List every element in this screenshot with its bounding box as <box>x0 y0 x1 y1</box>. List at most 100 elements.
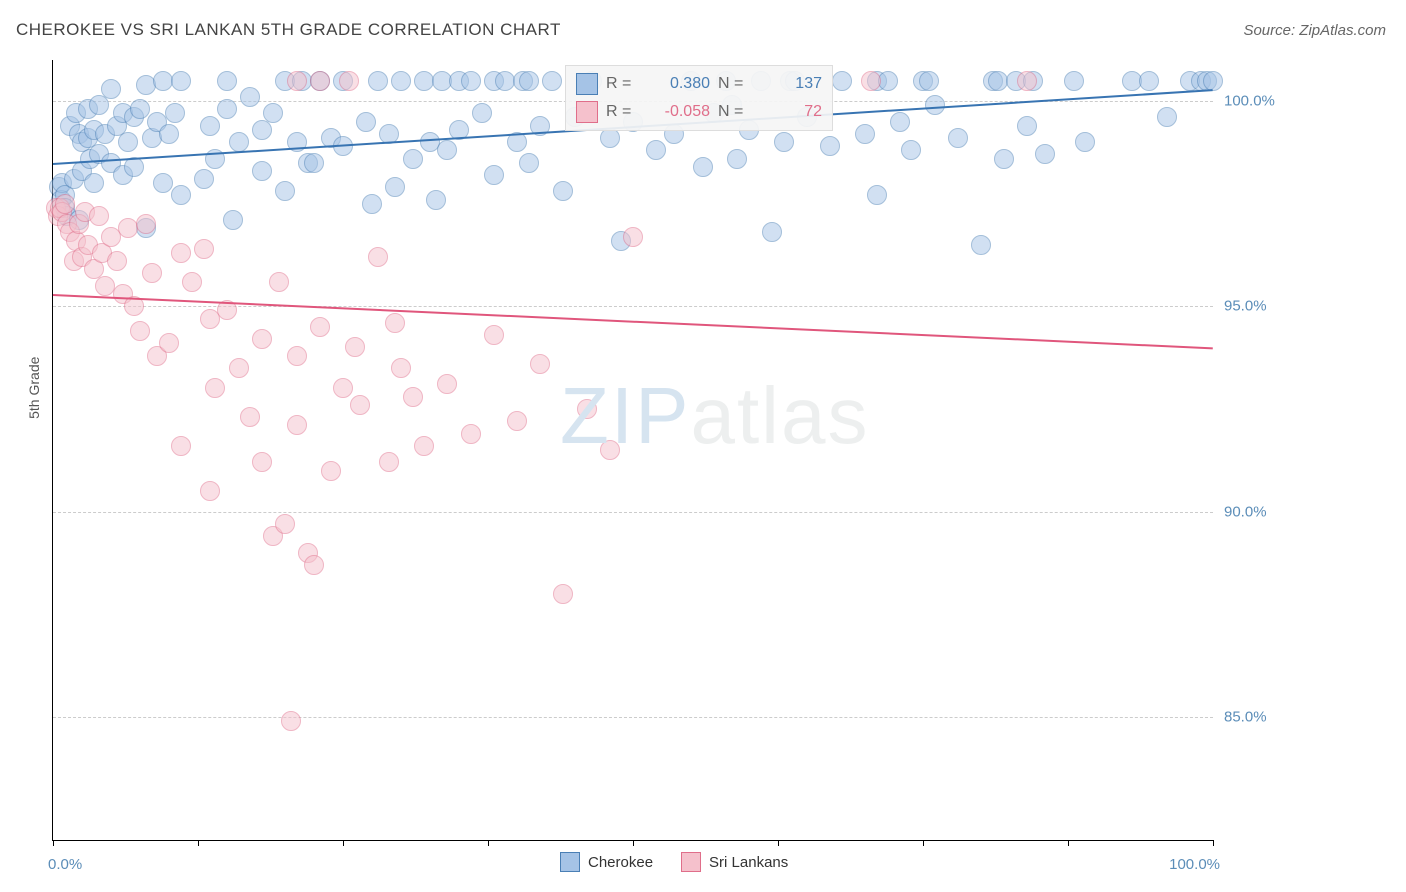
data-point <box>971 235 991 255</box>
y-axis-label: 5th Grade <box>26 357 42 419</box>
data-point <box>1017 71 1037 91</box>
data-point <box>84 173 104 193</box>
stats-row: R =0.380N =137 <box>576 70 822 98</box>
data-point <box>130 99 150 119</box>
x-tick <box>633 840 634 846</box>
legend-label: Cherokee <box>588 854 653 871</box>
stat-n-value: 137 <box>758 75 822 93</box>
data-point <box>385 313 405 333</box>
y-tick-label: 90.0% <box>1224 503 1267 520</box>
x-tick <box>198 840 199 846</box>
x-tick <box>343 840 344 846</box>
data-point <box>762 222 782 242</box>
data-point <box>403 149 423 169</box>
data-point <box>861 71 881 91</box>
data-point <box>414 436 434 456</box>
data-point <box>855 124 875 144</box>
gridline <box>53 717 1213 718</box>
x-tick <box>488 840 489 846</box>
data-point <box>600 128 620 148</box>
data-point <box>321 461 341 481</box>
data-point <box>472 103 492 123</box>
x-tick <box>778 840 779 846</box>
x-tick <box>1213 840 1214 846</box>
stats-row: R =-0.058N =72 <box>576 98 822 126</box>
data-point <box>519 71 539 91</box>
data-point <box>240 407 260 427</box>
stat-n-label: N = <box>718 75 750 93</box>
data-point <box>994 149 1014 169</box>
data-point <box>553 584 573 604</box>
data-point <box>1157 107 1177 127</box>
data-point <box>878 71 898 91</box>
data-point <box>130 321 150 341</box>
source-label: Source: ZipAtlas.com <box>1243 22 1386 39</box>
data-point <box>461 71 481 91</box>
data-point <box>623 227 643 247</box>
data-point <box>275 181 295 201</box>
data-point <box>304 555 324 575</box>
data-point <box>362 194 382 214</box>
stat-n-label: N = <box>718 103 750 121</box>
data-point <box>553 181 573 201</box>
data-point <box>142 263 162 283</box>
data-point <box>356 112 376 132</box>
legend-item: Cherokee <box>560 852 653 872</box>
data-point <box>1203 71 1223 91</box>
data-point <box>350 395 370 415</box>
data-point <box>171 436 191 456</box>
data-point <box>890 112 910 132</box>
y-tick-label: 100.0% <box>1224 93 1275 110</box>
data-point <box>217 71 237 91</box>
x-tick <box>53 840 54 846</box>
data-point <box>217 99 237 119</box>
data-point <box>194 169 214 189</box>
data-point <box>153 173 173 193</box>
data-point <box>200 481 220 501</box>
data-point <box>310 317 330 337</box>
data-point <box>263 103 283 123</box>
data-point <box>379 452 399 472</box>
data-point <box>182 272 202 292</box>
data-point <box>542 71 562 91</box>
data-point <box>252 120 272 140</box>
data-point <box>507 411 527 431</box>
data-point <box>304 153 324 173</box>
data-point <box>101 79 121 99</box>
data-point <box>385 177 405 197</box>
data-point <box>901 140 921 160</box>
data-point <box>820 136 840 156</box>
data-point <box>484 165 504 185</box>
data-point <box>391 71 411 91</box>
x-tick <box>1068 840 1069 846</box>
stat-r-label: R = <box>606 103 638 121</box>
series-swatch <box>576 101 598 123</box>
x-tick-max-label: 100.0% <box>1169 856 1220 873</box>
data-point <box>919 71 939 91</box>
data-point <box>461 424 481 444</box>
stats-box: R =0.380N =137R =-0.058N =72 <box>565 65 833 131</box>
x-tick-min-label: 0.0% <box>48 856 82 873</box>
data-point <box>252 161 272 181</box>
y-tick-label: 95.0% <box>1224 298 1267 315</box>
data-point <box>1035 144 1055 164</box>
data-point <box>159 124 179 144</box>
data-point <box>229 358 249 378</box>
data-point <box>310 71 330 91</box>
data-point <box>287 71 307 91</box>
legend-item: Sri Lankans <box>681 852 788 872</box>
trend-line <box>53 294 1213 349</box>
data-point <box>118 132 138 152</box>
plot-area <box>52 60 1213 841</box>
data-point <box>165 103 185 123</box>
stat-r-label: R = <box>606 75 638 93</box>
x-tick <box>923 840 924 846</box>
data-point <box>577 399 597 419</box>
data-point <box>345 337 365 357</box>
legend-swatch <box>560 852 580 872</box>
y-tick-label: 85.0% <box>1224 708 1267 725</box>
data-point <box>252 452 272 472</box>
data-point <box>1139 71 1159 91</box>
data-point <box>600 440 620 460</box>
data-point <box>832 71 852 91</box>
